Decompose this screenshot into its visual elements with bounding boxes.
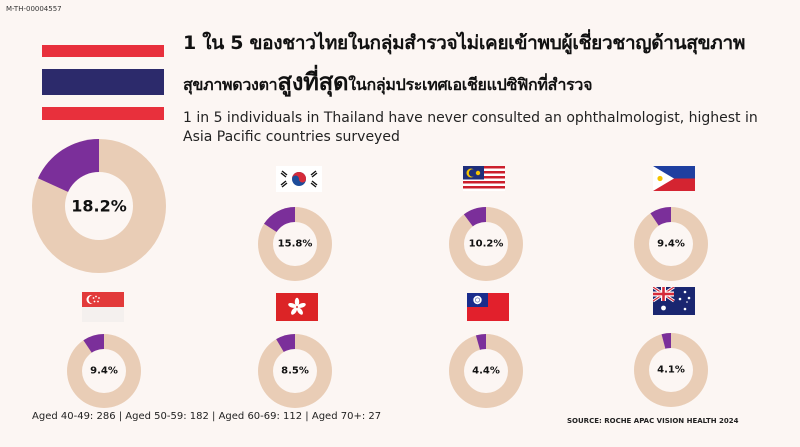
donut-center xyxy=(273,349,317,393)
donut-value-label: 9.4% xyxy=(90,365,118,377)
title-thai-highlight: สูงที่สุด xyxy=(277,68,349,96)
philippines-flag xyxy=(653,166,695,191)
donut-singapore xyxy=(67,334,141,408)
donut-center xyxy=(649,222,693,266)
australia-flag xyxy=(653,287,695,315)
malaysia-flag xyxy=(463,166,505,191)
sample-size-footnote: Aged 40-49: 286 | Aged 50-59: 182 | Aged… xyxy=(32,411,382,422)
donut-value-label: 18.2% xyxy=(71,196,127,216)
donut-value-label: 15.8% xyxy=(277,238,313,250)
title-thai-line2: สุขภาพดวงตาสูงที่สุดในกลุ่มประเทศเอเชียแ… xyxy=(183,62,592,101)
thailand-flag xyxy=(42,45,164,120)
donut-center xyxy=(82,349,126,393)
title-thai-line2-pre: สุขภาพดวงตา xyxy=(183,75,278,94)
hong-kong-flag xyxy=(276,293,318,321)
title-thai-line2-post: ในกลุ่มประเทศเอเชียแปซิฟิกที่สำรวจ xyxy=(348,75,593,94)
donut-thailand xyxy=(32,139,166,273)
south-korea-flag xyxy=(276,166,322,192)
donut-south-korea xyxy=(258,207,332,281)
donut-taiwan xyxy=(449,334,523,408)
donut-value-label: 9.4% xyxy=(657,238,685,250)
donut-philippines xyxy=(634,207,708,281)
donut-hong-kong xyxy=(258,334,332,408)
source-credit: SOURCE: ROCHE APAC VISION HEALTH 2024 xyxy=(567,417,739,425)
taiwan-flag xyxy=(467,293,509,321)
donut-center xyxy=(464,349,508,393)
subtitle-english: 1 in 5 individuals in Thailand have neve… xyxy=(183,110,758,145)
document-code: M-TH-00004557 xyxy=(6,5,62,13)
donut-value-label: 10.2% xyxy=(468,238,504,250)
donut-center xyxy=(273,222,317,266)
donut-malaysia xyxy=(449,207,523,281)
donut-value-label: 8.5% xyxy=(281,365,309,377)
singapore-flag xyxy=(82,292,124,322)
donut-australia xyxy=(634,333,708,407)
title-thai-line1: 1 ใน 5 ของชาวไทยในกลุ่มสำรวจไม่เคยเข้าพบ… xyxy=(183,32,746,54)
donut-value-label: 4.1% xyxy=(657,364,685,376)
donut-center xyxy=(65,172,133,240)
donut-value-label: 4.4% xyxy=(472,365,500,377)
donut-center xyxy=(464,222,508,266)
donut-center xyxy=(649,348,693,392)
